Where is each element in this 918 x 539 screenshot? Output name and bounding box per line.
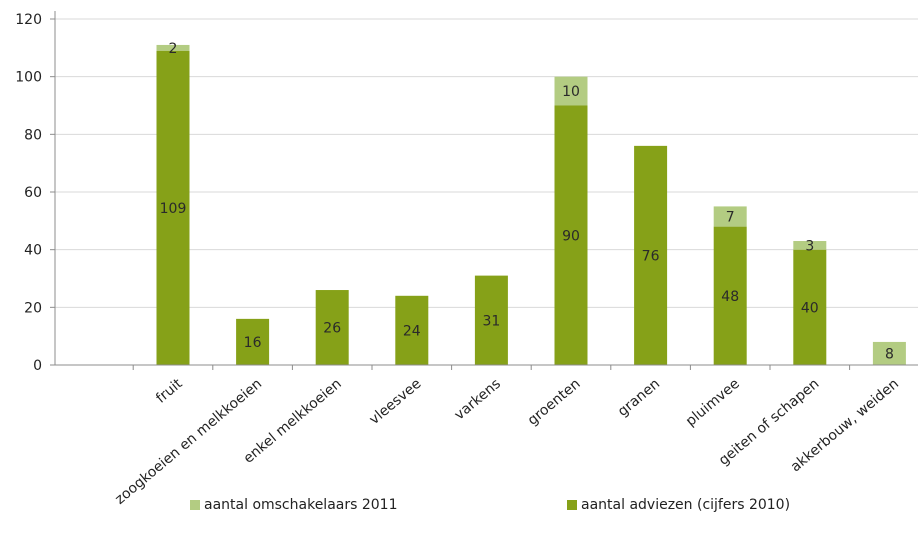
data-label-adviezen: 40	[801, 300, 819, 316]
bar-adviezen	[793, 249, 827, 365]
legend-label-omschakelaars: aantal omschakelaars 2011	[204, 497, 398, 513]
bar-adviezen	[554, 105, 588, 365]
data-label-adviezen: 48	[721, 289, 739, 305]
bar-omschakelaars	[156, 44, 190, 51]
legend-item-adviezen: aantal adviezen (cijfers 2010)	[567, 497, 790, 513]
bar-adviezen	[713, 226, 747, 365]
data-label-omschakelaars: 3	[805, 238, 814, 254]
axes	[50, 11, 918, 370]
bar-omschakelaars	[793, 241, 827, 250]
legend-item-omschakelaars: aantal omschakelaars 2011	[190, 497, 397, 513]
x-tick-label: granen	[615, 376, 663, 420]
data-label-adviezen: 31	[482, 313, 500, 329]
x-tick-label: zoogkoeien en melkkoeien	[112, 376, 265, 508]
x-tick-label: vleesvee	[366, 376, 424, 428]
data-label-adviezen: 26	[323, 321, 341, 337]
data-label-omschakelaars: 7	[726, 210, 735, 226]
figure-caption-fragment	[0, 0, 918, 6]
bar-adviezen	[156, 50, 190, 365]
y-tick-label: 40	[24, 243, 42, 259]
gridlines	[55, 18, 918, 308]
data-label-omschakelaars: 2	[169, 41, 178, 57]
y-tick-label: 120	[15, 12, 42, 28]
data-label-adviezen: 90	[562, 228, 580, 244]
data-label-omschakelaars: 10	[562, 84, 580, 100]
bar-omschakelaars	[554, 76, 588, 106]
x-tick-label: fruit	[153, 375, 186, 406]
y-tick-label: 80	[24, 127, 42, 143]
data-label-adviezen: 76	[642, 248, 660, 264]
y-tick-label: 60	[24, 185, 42, 201]
data-label-adviezen: 16	[244, 335, 262, 351]
data-label-adviezen: 24	[403, 323, 421, 339]
labels: 0 20 40 60 80 100 120 109 2 fruit 16 zoogkoeien en …	[15, 12, 902, 508]
x-tick-label: groenten	[525, 376, 584, 429]
bars	[156, 44, 906, 365]
bar-adviezen	[474, 275, 508, 365]
bar-omschakelaars	[713, 206, 747, 227]
bar-adviezen	[315, 290, 349, 365]
bar-adviezen	[634, 145, 668, 365]
x-tick-label: pluimvee	[683, 376, 743, 430]
data-label-adviezen: 109	[160, 201, 187, 217]
legend-label-adviezen: aantal adviezen (cijfers 2010)	[581, 497, 791, 513]
legend-swatch-adviezen	[567, 500, 577, 510]
y-tick-label: 0	[33, 358, 42, 374]
y-tick-label: 20	[24, 300, 42, 316]
bar-adviezen	[236, 318, 270, 365]
bar-adviezen	[395, 295, 429, 365]
y-tick-label: 100	[15, 70, 42, 86]
data-label-omschakelaars: 8	[885, 346, 894, 362]
legend-swatch-omschakelaars	[190, 500, 200, 510]
bar-omschakelaars	[872, 341, 906, 365]
x-tick-label: varkens	[452, 376, 504, 424]
